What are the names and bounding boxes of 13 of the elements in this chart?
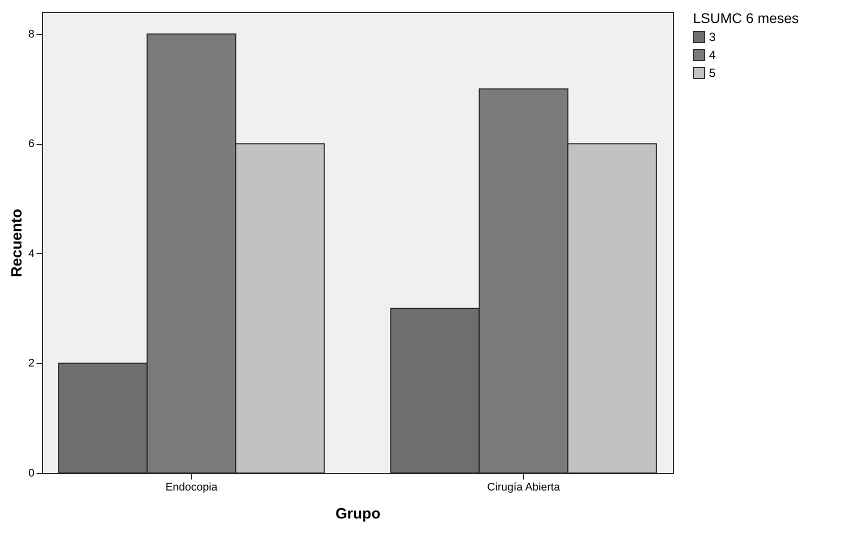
x-tick-label: Cirugía Abierta [487, 482, 561, 494]
x-tick-label: Endocopia [165, 482, 218, 494]
legend-title: LSUMC 6 meses [693, 10, 799, 26]
legend-label: 3 [709, 30, 716, 44]
y-tick-label: 2 [28, 358, 34, 370]
y-tick-label: 4 [28, 248, 34, 260]
y-tick-label: 0 [28, 468, 34, 480]
y-tick-label: 8 [28, 28, 34, 40]
legend-label: 5 [709, 66, 716, 80]
y-axis-title: Recuento [8, 208, 26, 278]
x-axis-title: Grupo [336, 506, 380, 522]
legend-label: 4 [709, 48, 716, 62]
y-tick-label: 6 [28, 138, 34, 150]
